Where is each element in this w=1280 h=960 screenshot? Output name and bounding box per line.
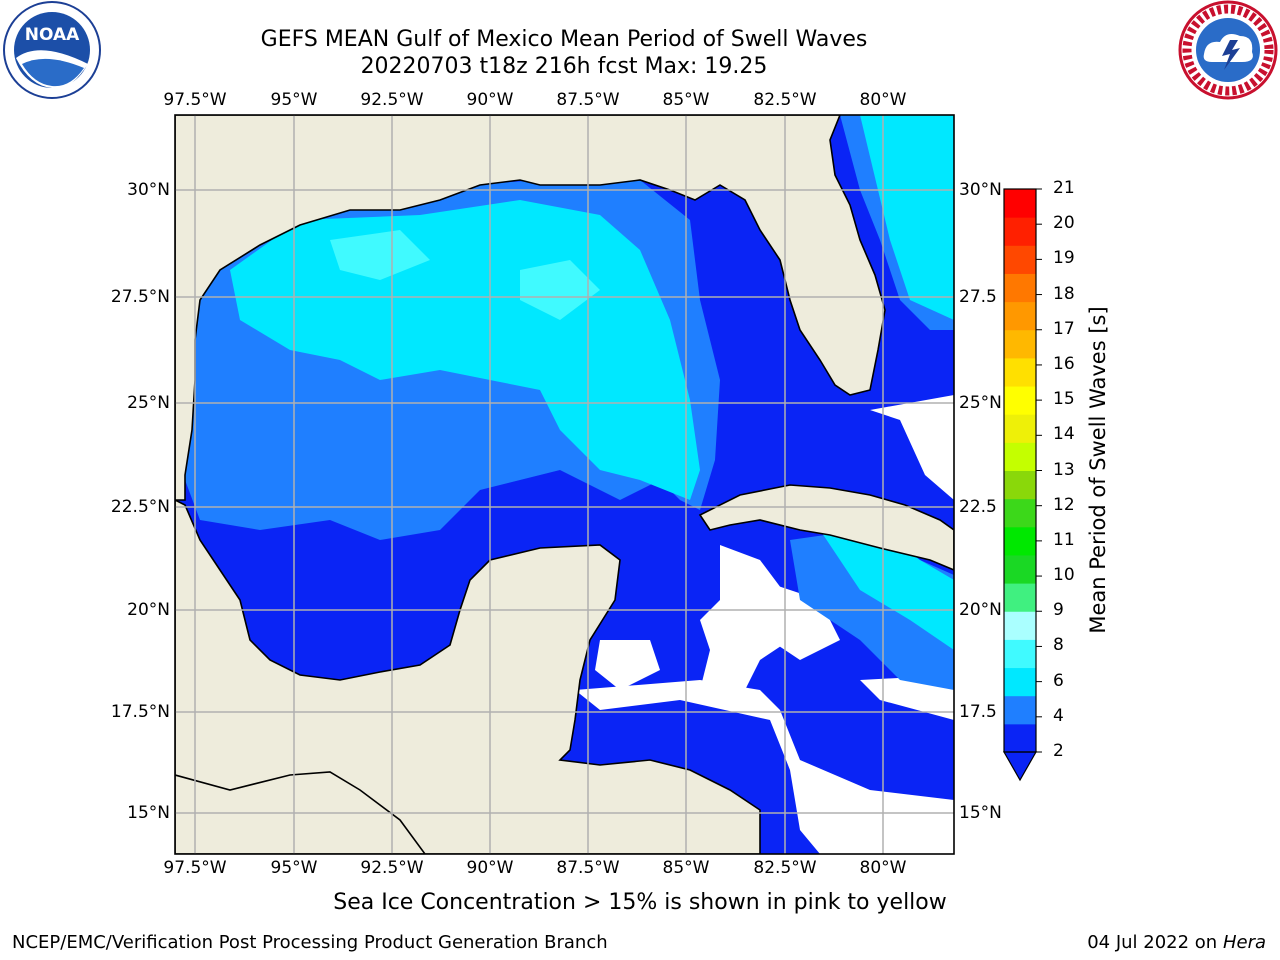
ocean-swell-8-9s — [520, 260, 600, 320]
colorbar-bin — [1004, 667, 1036, 697]
lat-label-left: 20°N — [127, 600, 170, 620]
colorbar-bin — [1004, 414, 1036, 443]
lon-label-bottom: 92.5°W — [360, 858, 424, 878]
lat-label-left: 22.5°N — [110, 497, 170, 517]
map-frame — [174, 114, 955, 855]
colorbar-bin — [1004, 526, 1036, 556]
colorbar-bin — [1004, 442, 1036, 471]
lon-label-top: 90°W — [466, 90, 514, 110]
colorbar-bin — [1004, 611, 1036, 640]
colorbar-bin — [1004, 695, 1036, 725]
colorbar-tick-label: 9 — [1053, 600, 1064, 621]
colorbar-bin — [1004, 554, 1036, 584]
colorbar-tick-label: 16 — [1053, 353, 1075, 374]
lat-label-left: 25°N — [127, 393, 170, 413]
lon-label-top: 92.5°W — [360, 90, 424, 110]
colorbar-tick-label: 17 — [1053, 318, 1075, 339]
colorbar-tick-label: 11 — [1053, 529, 1075, 550]
missing-data-region — [870, 395, 954, 500]
colorbar — [1002, 188, 1042, 782]
lat-label-left: 17.5°N — [110, 702, 170, 722]
lon-label-bottom: 95°W — [270, 858, 318, 878]
lon-label-top: 95°W — [270, 90, 318, 110]
lon-label-bottom: 82.5°W — [753, 858, 817, 878]
lat-label-right: 25°N — [959, 393, 1002, 413]
colorbar-tick-label: 13 — [1053, 459, 1075, 480]
lat-label-right: 27.5 — [959, 287, 997, 307]
colorbar-tick-label: 8 — [1053, 635, 1064, 656]
colorbar-bin — [1004, 329, 1036, 359]
lat-label-left: 15°N — [127, 803, 170, 823]
colorbar-bin — [1004, 498, 1036, 528]
credit-left: NCEP/EMC/Verification Post Processing Pr… — [12, 932, 608, 953]
colorbar-tick-label: 18 — [1053, 283, 1075, 304]
colorbar-tick-label: 2 — [1053, 741, 1064, 761]
lon-label-top: 97.5°W — [163, 90, 227, 110]
missing-data-region — [595, 640, 660, 690]
ocean-swell-6-8s — [820, 530, 954, 650]
sea-ice-note: Sea Ice Concentration > 15% is shown in … — [333, 890, 947, 915]
colorbar-bin — [1004, 386, 1036, 415]
colorbar-bin — [1004, 273, 1036, 303]
lon-label-top: 82.5°W — [753, 90, 817, 110]
map-title: GEFS MEAN Gulf of Mexico Mean Period of … — [260, 27, 868, 52]
colorbar-tick-label: 19 — [1053, 248, 1075, 269]
lat-label-right: 15°N — [959, 803, 1002, 823]
colorbar-bin — [1004, 301, 1036, 331]
lon-label-bottom: 80°W — [859, 858, 907, 878]
graticule — [175, 115, 954, 854]
colorbar-tick-label: 4 — [1053, 705, 1064, 726]
lon-label-bottom: 97.5°W — [163, 858, 227, 878]
colorbar-bin — [1004, 723, 1036, 753]
colorbar-tick-label: 6 — [1053, 670, 1064, 691]
noaa-logo: NOAA — [3, 1, 101, 99]
lat-label-right: 30°N — [959, 180, 1002, 200]
colorbar-tick-label: 12 — [1053, 494, 1075, 515]
colorbar-bin — [1004, 639, 1036, 669]
ocean-swell-8-9s — [330, 230, 430, 280]
colorbar-bin — [1004, 217, 1036, 246]
lat-label-right: 22.5 — [959, 497, 997, 517]
credit-host: Hera — [1222, 932, 1266, 953]
colorbar-bin — [1004, 245, 1036, 274]
credit-date: 04 Jul 2022 on — [1087, 932, 1223, 953]
lon-label-bottom: 85°W — [662, 858, 710, 878]
colorbar-tick-label: 20 — [1053, 213, 1075, 234]
colorbar-bin — [1004, 470, 1036, 500]
map-subtitle: 20220703 t18z 216h fcst Max: 19.25 — [360, 54, 768, 79]
colorbar-tick-label: 10 — [1053, 565, 1075, 586]
lon-label-bottom: 90°W — [466, 858, 514, 878]
colorbar-tick-label: 21 — [1053, 178, 1075, 198]
lon-label-bottom: 87.5°W — [556, 858, 620, 878]
svg-text:NOAA: NOAA — [25, 25, 80, 45]
colorbar-tick-label: 14 — [1053, 424, 1075, 445]
lat-label-right: 17.5 — [959, 702, 997, 722]
colorbar-bin — [1004, 189, 1036, 218]
lon-label-top: 87.5°W — [556, 90, 620, 110]
lon-label-top: 85°W — [662, 90, 710, 110]
nws-logo — [1178, 0, 1278, 100]
mexico-landmass — [175, 499, 761, 854]
colorbar-tick-label: 15 — [1053, 389, 1075, 410]
missing-data-region — [575, 680, 954, 854]
colorbar-bin — [1004, 357, 1036, 387]
colorbar-bin — [1004, 583, 1036, 612]
lon-label-top: 80°W — [859, 90, 907, 110]
lat-label-left: 27.5°N — [110, 287, 170, 307]
lat-label-right: 20°N — [959, 600, 1002, 620]
lat-label-left: 30°N — [127, 180, 170, 200]
colorbar-title: Mean Period of Swell Waves [s] — [1086, 306, 1110, 634]
colorbar-extend-min — [1002, 751, 1038, 782]
credit-right: 04 Jul 2022 on Hera — [1087, 932, 1266, 953]
